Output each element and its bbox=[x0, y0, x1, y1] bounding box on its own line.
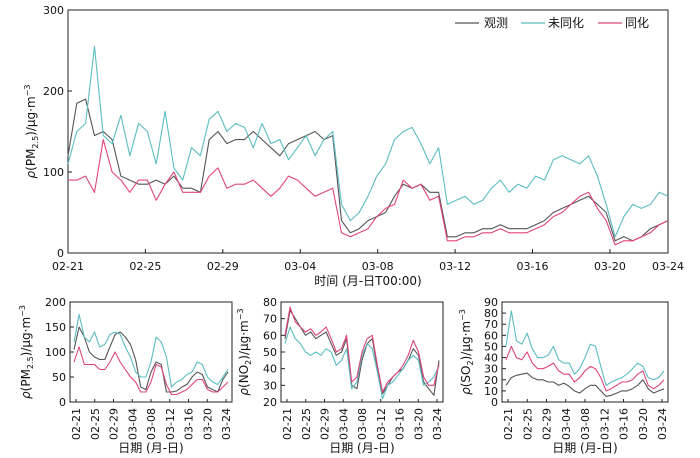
x-tick-label: 03-12 bbox=[164, 408, 177, 440]
y-tick-label: 200 bbox=[45, 296, 66, 309]
y-tick-label: 60 bbox=[484, 329, 498, 342]
series-line bbox=[73, 313, 229, 388]
series-line bbox=[73, 326, 229, 393]
x-tick-label: 03-24 bbox=[656, 408, 669, 440]
y-tick-label: 300 bbox=[43, 4, 64, 17]
y-tick-label: 80 bbox=[484, 307, 498, 320]
legend: 观测 未同化 同化 bbox=[455, 16, 649, 30]
x-tick-label: 02-25 bbox=[300, 408, 313, 440]
y-axis-label: ρ(PM2.5)/μg·m−3 bbox=[18, 305, 35, 399]
series-line bbox=[284, 306, 440, 393]
x-axis-label: 日期 (月-日) bbox=[118, 441, 184, 455]
legend-label-observed: 观测 bbox=[484, 16, 508, 30]
legend-label-assimilated: 同化 bbox=[625, 16, 649, 30]
x-tick-label: 03-16 bbox=[517, 260, 549, 273]
x-axis-label: 日期 (月-日) bbox=[552, 441, 618, 455]
x-tick-label: 03-24 bbox=[220, 408, 233, 440]
x-tick-label: 02-29 bbox=[319, 408, 332, 440]
y-tick-label: 70 bbox=[263, 313, 277, 326]
y-tick-label: 70 bbox=[484, 318, 498, 331]
x-tick-label: 03-20 bbox=[412, 408, 425, 440]
y-tick-label: 10 bbox=[484, 385, 498, 398]
y-tick-label: 50 bbox=[484, 340, 498, 353]
y-tick-label: 100 bbox=[45, 346, 66, 359]
y-tick-label: 0 bbox=[57, 247, 64, 260]
x-tick-label: 02-21 bbox=[52, 260, 84, 273]
x-tick-label: 03-16 bbox=[394, 408, 407, 440]
x-tick-label: 03-04 bbox=[337, 408, 350, 440]
series-line bbox=[68, 139, 669, 246]
x-tick-label: 03-08 bbox=[362, 260, 394, 273]
x-tick-label: 02-21 bbox=[281, 408, 294, 440]
x-tick-label: 02-29 bbox=[541, 408, 554, 440]
x-tick-label: 03-20 bbox=[201, 408, 214, 440]
chart-no2-daily: 20 30 40 50 60 70 80 02-21 02-25 02-29 03-04 03-08 0… bbox=[236, 296, 444, 455]
legend-label-unassimilated: 未同化 bbox=[548, 16, 584, 30]
y-tick-label: 80 bbox=[263, 296, 277, 309]
x-tick-label: 03-16 bbox=[183, 408, 196, 440]
series-line bbox=[67, 45, 669, 238]
y-axis-label: ρ(NO2)/μg·m−3 bbox=[236, 308, 253, 395]
x-tick-label: 02-25 bbox=[521, 408, 534, 440]
series-line bbox=[505, 372, 665, 397]
y-tick-label: 20 bbox=[263, 396, 277, 409]
y-axis-label: ρ(SO2)/μg·m−3 bbox=[458, 309, 475, 395]
y-tick-label: 50 bbox=[263, 346, 277, 359]
y-tick-label: 0 bbox=[491, 396, 498, 409]
y-tick-label: 90 bbox=[484, 296, 498, 309]
x-axis-label: 时间 (月-日T00:00) bbox=[314, 274, 421, 288]
y-tick-label: 0 bbox=[59, 396, 66, 409]
chart-pm25-daily: 0 50 100 150 200 02-21 02-25 02-29 03-04 03-08 03-… bbox=[18, 296, 233, 455]
series-line bbox=[73, 346, 229, 396]
plot-frame bbox=[67, 9, 669, 254]
x-tick-label: 03-04 bbox=[284, 260, 316, 273]
y-tick-label: 20 bbox=[484, 374, 498, 387]
series-line bbox=[67, 98, 669, 242]
x-tick-label: 03-16 bbox=[618, 408, 631, 440]
y-tick-label: 150 bbox=[45, 321, 66, 334]
y-tick-label: 60 bbox=[263, 329, 277, 342]
y-tick-label: 200 bbox=[43, 85, 64, 98]
series-line bbox=[284, 326, 440, 400]
x-tick-label: 02-29 bbox=[108, 408, 121, 440]
x-tick-label: 03-12 bbox=[375, 408, 388, 440]
x-tick-label: 03-24 bbox=[652, 260, 684, 273]
y-tick-label: 50 bbox=[52, 371, 66, 384]
y-tick-label: 40 bbox=[263, 363, 277, 376]
y-tick-label: 100 bbox=[43, 166, 64, 179]
x-tick-label: 03-12 bbox=[439, 260, 471, 273]
x-tick-label: 03-04 bbox=[560, 408, 573, 440]
x-tick-label: 03-20 bbox=[637, 408, 650, 440]
x-tick-label: 02-21 bbox=[70, 408, 83, 440]
x-tick-label: 02-21 bbox=[502, 408, 515, 440]
series-line bbox=[284, 309, 440, 396]
x-tick-label: 03-04 bbox=[126, 408, 139, 440]
x-axis-label: 日期 (月-日) bbox=[329, 441, 395, 455]
x-tick-label: 03-20 bbox=[594, 260, 626, 273]
y-tick-label: 40 bbox=[484, 352, 498, 365]
x-tick-label: 02-25 bbox=[129, 260, 161, 273]
x-tick-label: 02-29 bbox=[207, 260, 239, 273]
x-tick-label: 03-12 bbox=[598, 408, 611, 440]
y-tick-label: 30 bbox=[263, 379, 277, 392]
x-tick-label: 03-24 bbox=[431, 408, 444, 440]
x-tick-label: 03-08 bbox=[356, 408, 369, 440]
series-line bbox=[505, 345, 665, 392]
y-tick-label: 30 bbox=[484, 363, 498, 376]
series-line bbox=[505, 310, 665, 386]
y-axis-label: ρ(PM2.5)/μg·m−3 bbox=[23, 85, 40, 179]
x-tick-label: 02-25 bbox=[89, 408, 102, 440]
x-tick-label: 03-08 bbox=[145, 408, 158, 440]
x-tick-label: 03-08 bbox=[579, 408, 592, 440]
chart-pm25-hourly: 0 100 200 300 02-21 02-25 02-29 03-04 03-08 03-12… bbox=[23, 4, 684, 288]
